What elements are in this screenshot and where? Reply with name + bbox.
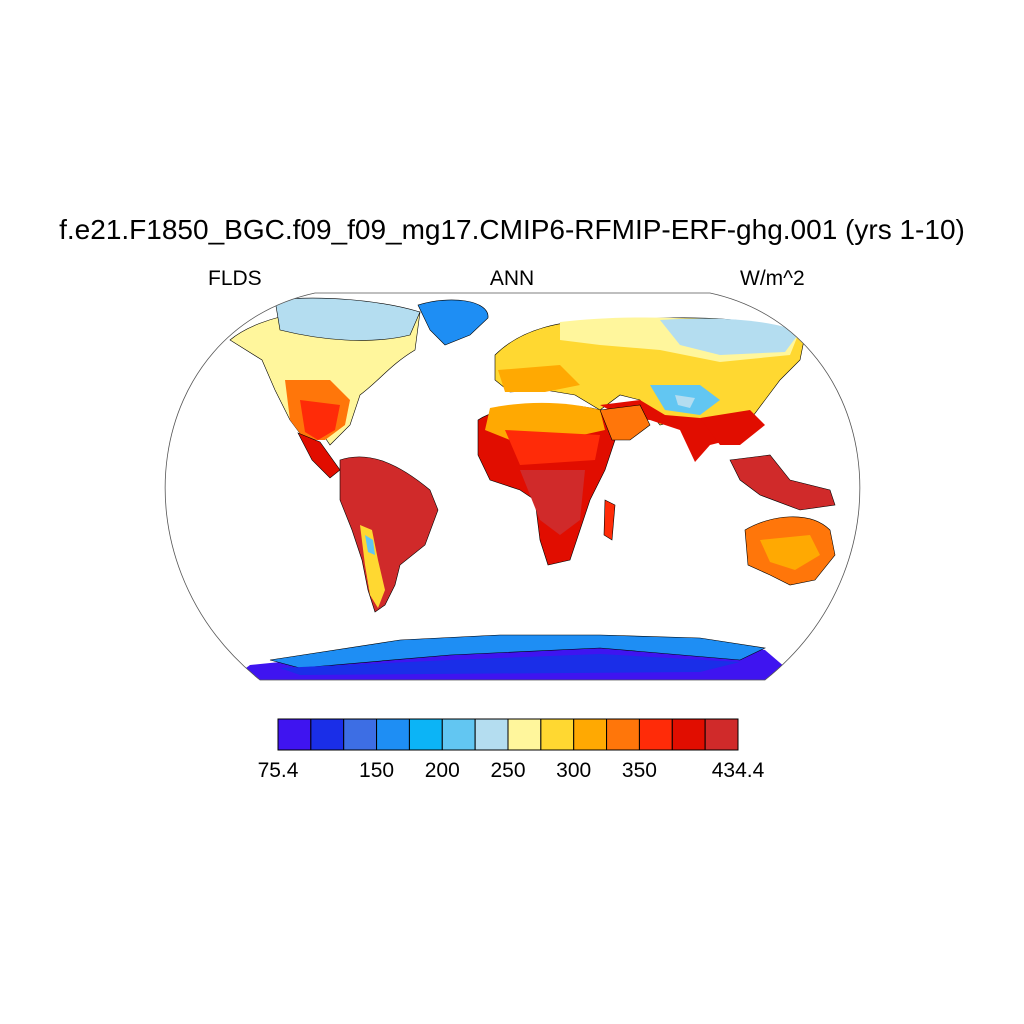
colorbar-tick-label: 200 <box>424 759 460 782</box>
colorbar-box <box>376 718 410 751</box>
plot-title: f.e21.F1850_BGC.f09_f09_mg17.CMIP6-RFMIP… <box>59 214 965 245</box>
colorbar-box <box>638 718 673 751</box>
colorbar-box <box>573 718 608 751</box>
colorbar-box <box>606 718 640 751</box>
colorbar-box <box>310 718 345 751</box>
colorbar-box <box>408 718 443 751</box>
colorbar-box <box>474 718 509 751</box>
colorbar-box <box>704 718 739 751</box>
colorbar-tick-label: 300 <box>556 759 592 782</box>
colorbar-tick-label: 434.4 <box>711 759 765 782</box>
colorbar-box <box>277 718 312 751</box>
greenland <box>417 299 489 346</box>
colorbar-tick-label: 350 <box>621 759 657 782</box>
map-outline <box>164 292 861 681</box>
colorbar-box <box>441 718 476 751</box>
colorbar-box <box>540 718 575 751</box>
south-america <box>339 456 439 613</box>
variable-label: FLDS <box>208 267 262 290</box>
season-label: ANN <box>489 267 535 290</box>
north-america <box>229 307 421 446</box>
units-label: W/m^2 <box>740 267 805 290</box>
colorbar-box <box>671 718 706 751</box>
colorbar-tick-label: 250 <box>490 759 526 782</box>
colorbar-box <box>343 718 378 751</box>
colorbar-tick-label: 150 <box>359 759 395 782</box>
colorbar-tick-label: 75.4 <box>257 759 299 782</box>
colorbar-box <box>507 718 542 751</box>
